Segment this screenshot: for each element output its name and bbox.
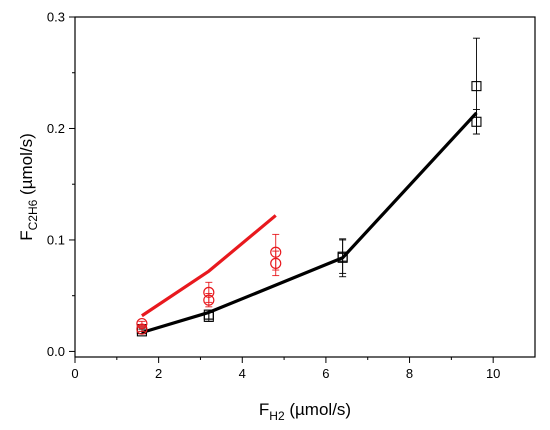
x-tick-label: 2 xyxy=(155,366,162,381)
data-point-circle xyxy=(136,317,148,330)
x-tick-label: 10 xyxy=(486,366,500,381)
series-line xyxy=(141,111,478,335)
y-tick-label: 0.3 xyxy=(47,10,65,25)
y-tick-label: 0.2 xyxy=(47,121,65,136)
chart-series xyxy=(136,37,482,337)
data-point-square xyxy=(203,309,214,320)
x-tick-label: 6 xyxy=(322,366,329,381)
plot-frame xyxy=(74,16,536,358)
y-axis-label: FC2H6 (µmol/s) xyxy=(17,133,40,241)
data-point-square xyxy=(337,251,348,262)
y-tick-label: 0.1 xyxy=(47,232,65,247)
x-tick-label: 8 xyxy=(406,366,413,381)
data-point-square xyxy=(471,81,482,92)
axis-ticks: 0 2 4 6 8 10 0.0 0.1 0.2 0.3 xyxy=(47,10,500,382)
data-point-circle xyxy=(270,246,282,258)
x-tick-label: 4 xyxy=(239,366,246,381)
y-tick-label: 0.0 xyxy=(47,344,65,359)
data-point-circle xyxy=(203,286,215,298)
x-axis-label: FH2 (µmol/s) xyxy=(259,400,351,423)
x-tick-label: 0 xyxy=(71,366,78,381)
series-line xyxy=(141,214,277,318)
